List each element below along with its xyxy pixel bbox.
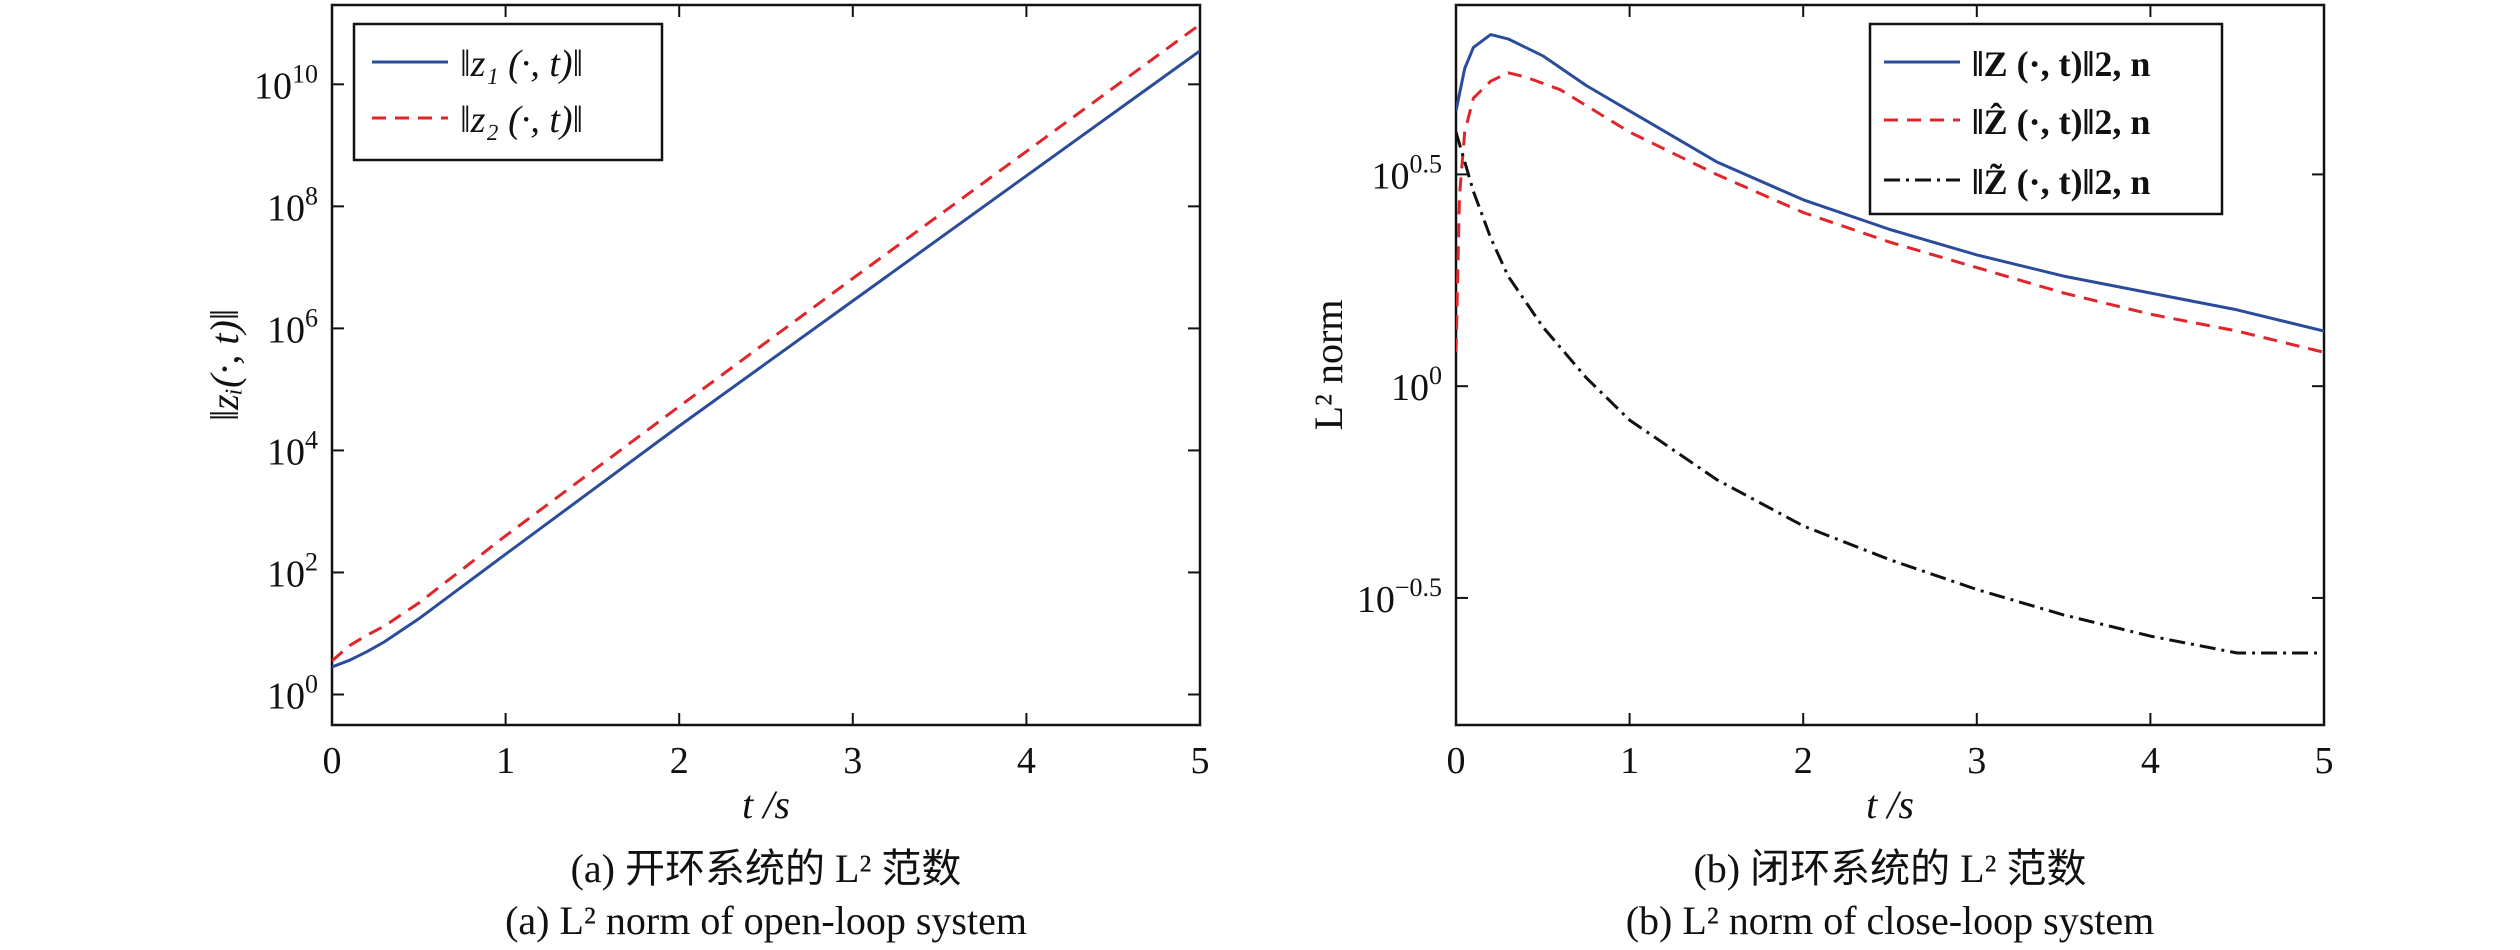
y-tick-label-base: 10 xyxy=(267,309,305,351)
y-tick-label-base: 10 xyxy=(1391,367,1429,409)
y-tick-label-exponent: 2 xyxy=(305,547,318,576)
series-group-a xyxy=(332,23,1200,669)
x-axis-label-a: t /s xyxy=(742,782,790,827)
legend-label-Z-tilde: ‖Z̃ (·, t)‖2, n xyxy=(1972,162,2150,202)
x-axis-a: 0 1 2 3 4 5 xyxy=(323,5,1210,782)
legend-label-Z: ‖Z (·, t)‖2, n xyxy=(1972,44,2150,84)
x-tick-label: 2 xyxy=(1794,740,1813,782)
y-tick-label-base: 10 xyxy=(267,187,305,229)
y-tick-label-base: 10 xyxy=(267,675,305,717)
series-line-a-2 xyxy=(332,23,1200,663)
x-tick-label: 5 xyxy=(2315,740,2334,782)
caption-b-english: (b) L² norm of close-loop system xyxy=(1625,898,2155,943)
legend-label-Z-hat: ‖Ẑ (·, t)‖2, n xyxy=(1972,102,2150,142)
series-line-a-1 xyxy=(332,49,1200,669)
y-tick-label-base: 10 xyxy=(254,65,292,107)
y-tick-label: 100 xyxy=(267,669,318,717)
x-tick-label: 4 xyxy=(1017,740,1036,782)
y-tick-label-exponent: 0 xyxy=(305,669,318,698)
series-line-b-3 xyxy=(1456,131,2324,655)
series-group-b xyxy=(1456,33,2324,655)
x-tick-label: 5 xyxy=(1191,740,1210,782)
series-line-b-2 xyxy=(1456,71,2324,354)
plot-area-b xyxy=(1454,3,2326,727)
y-tick-label-exponent: 10 xyxy=(292,59,318,88)
x-axis-b: 0 1 2 3 4 5 xyxy=(1447,5,2334,782)
caption-a-english: (a) L² norm of open-loop system xyxy=(505,898,1027,943)
caption-a-chinese: (a) 开环系统的 L² 范数 xyxy=(570,846,962,891)
y-tick-label-exponent: −0.5 xyxy=(1395,573,1442,602)
legend-label-z2: ‖z₂ (·, t)‖ xyxy=(460,99,583,141)
x-tick-label: 0 xyxy=(1447,740,1466,782)
y-tick-label-exponent: 0 xyxy=(1429,361,1442,390)
x-tick-label: 3 xyxy=(843,740,862,782)
y-axis-label-b: L² norm xyxy=(1306,300,1351,431)
y-tick-label-base: 10 xyxy=(267,553,305,595)
y-tick-label: 100 xyxy=(1391,361,1442,409)
x-tick-label: 3 xyxy=(1967,740,1986,782)
y-tick-label: 108 xyxy=(267,181,318,229)
y-tick-label-exponent: 6 xyxy=(305,303,318,332)
y-axis-label-a: ‖zᵢ(·, t)‖ xyxy=(202,309,247,421)
y-tick-label-base: 10 xyxy=(1372,155,1410,197)
y-tick-label: 1010 xyxy=(254,59,318,107)
y-tick-label: 102 xyxy=(267,547,318,595)
y-tick-label-exponent: 0.5 xyxy=(1410,149,1443,178)
y-tick-label: 104 xyxy=(267,425,318,473)
y-tick-label-base: 10 xyxy=(267,431,305,473)
x-tick-label: 1 xyxy=(1620,740,1639,782)
caption-b-chinese: (b) 闭环系统的 L² 范数 xyxy=(1693,846,2087,891)
y-tick-label: 106 xyxy=(267,303,318,351)
x-tick-label: 2 xyxy=(670,740,689,782)
y-tick-label-exponent: 8 xyxy=(305,181,318,210)
y-tick-label: 100.5 xyxy=(1372,149,1443,197)
x-tick-label: 1 xyxy=(496,740,515,782)
y-tick-label-exponent: 4 xyxy=(305,425,318,454)
y-tick-label: 10−0.5 xyxy=(1357,573,1442,621)
plot-area-a xyxy=(330,3,1202,727)
x-axis-label-b: t /s xyxy=(1866,782,1914,827)
series-line-b-1 xyxy=(1456,33,2324,333)
x-tick-label: 4 xyxy=(2141,740,2160,782)
legend-label-z1: ‖z₁ (·, t)‖ xyxy=(460,43,583,85)
legend-b: ‖Z (·, t)‖2, n ‖Ẑ (·, t)‖2, n ‖Z̃ (·, t)… xyxy=(1868,22,2224,216)
x-tick-label: 0 xyxy=(323,740,342,782)
legend-a: ‖z₁ (·, t)‖ ‖z₂ (·, t)‖ xyxy=(352,22,664,162)
y-tick-label-base: 10 xyxy=(1357,579,1395,621)
